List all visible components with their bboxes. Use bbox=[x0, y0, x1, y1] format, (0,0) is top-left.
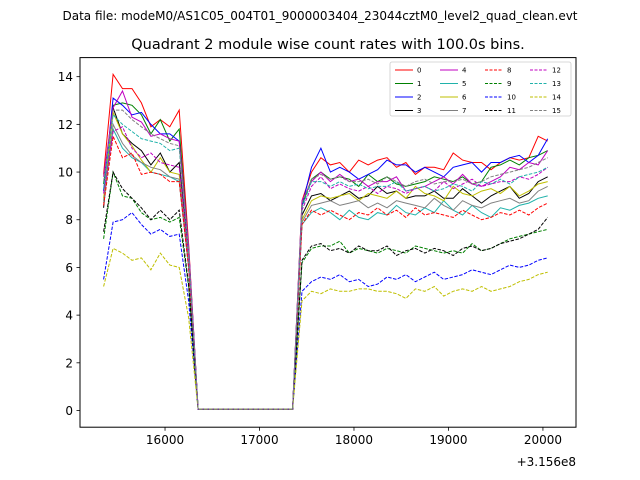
legend-label-11: 11 bbox=[507, 107, 516, 115]
series-line-15 bbox=[103, 109, 548, 410]
x-tick-label: 18000 bbox=[335, 433, 373, 447]
y-tick-label: 10 bbox=[58, 166, 73, 180]
series-line-7 bbox=[103, 122, 548, 410]
legend-label-15: 15 bbox=[552, 107, 561, 115]
y-tick-label: 12 bbox=[58, 118, 73, 132]
legend-label-2: 2 bbox=[417, 94, 421, 102]
series-line-13 bbox=[103, 113, 548, 410]
series-lines bbox=[103, 72, 549, 410]
x-tick-label: 20000 bbox=[524, 433, 562, 447]
legend-label-3: 3 bbox=[417, 107, 421, 115]
y-tick-label: 2 bbox=[65, 356, 73, 370]
x-axis: 16000 17000 18000 19000 20000 bbox=[146, 427, 562, 447]
series-line-4 bbox=[103, 89, 549, 410]
legend-label-8: 8 bbox=[507, 67, 511, 75]
legend-box bbox=[389, 61, 572, 117]
series-line-9 bbox=[103, 170, 548, 410]
series-line-14 bbox=[103, 247, 548, 410]
legend-label-14: 14 bbox=[552, 94, 561, 102]
legend-label-5: 5 bbox=[462, 80, 466, 88]
legend-label-10: 10 bbox=[507, 94, 516, 102]
legend-label-7: 7 bbox=[462, 107, 466, 115]
y-tick-label: 14 bbox=[58, 70, 73, 84]
legend-label-12: 12 bbox=[552, 67, 561, 75]
x-tick-label: 17000 bbox=[240, 433, 278, 447]
series-line-11 bbox=[103, 170, 549, 410]
chart-suptitle: Data file: modeM0/AS1C05_004T01_90000034… bbox=[62, 9, 577, 23]
chart-title: Quadrant 2 module wise count rates with … bbox=[131, 37, 525, 53]
series-line-5 bbox=[103, 127, 548, 410]
x-tick-label: 16000 bbox=[146, 433, 184, 447]
legend-label-9: 9 bbox=[507, 80, 511, 88]
y-tick-label: 8 bbox=[65, 213, 73, 227]
y-tick-label: 6 bbox=[65, 261, 73, 275]
legend-label-6: 6 bbox=[462, 94, 467, 102]
series-line-10 bbox=[103, 211, 548, 410]
series-line-2 bbox=[103, 97, 549, 410]
series-line-6 bbox=[103, 110, 548, 410]
legend-label-1: 1 bbox=[417, 80, 421, 88]
legend-label-0: 0 bbox=[417, 67, 421, 75]
x-offset-text: +3.156e8 bbox=[517, 455, 576, 469]
legend-label-4: 4 bbox=[462, 67, 467, 75]
series-line-8 bbox=[103, 134, 548, 410]
x-tick-label: 19000 bbox=[429, 433, 467, 447]
legend-label-13: 13 bbox=[552, 80, 561, 88]
plot-frame bbox=[79, 57, 577, 428]
y-axis: 0 2 4 6 8 10 12 14 bbox=[58, 70, 80, 418]
series-line-1 bbox=[103, 102, 548, 410]
y-tick-label: 4 bbox=[65, 309, 73, 323]
y-tick-label: 0 bbox=[65, 404, 73, 418]
series-line-0 bbox=[103, 72, 548, 410]
series-line-12 bbox=[103, 126, 548, 410]
series-line-3 bbox=[103, 107, 548, 410]
